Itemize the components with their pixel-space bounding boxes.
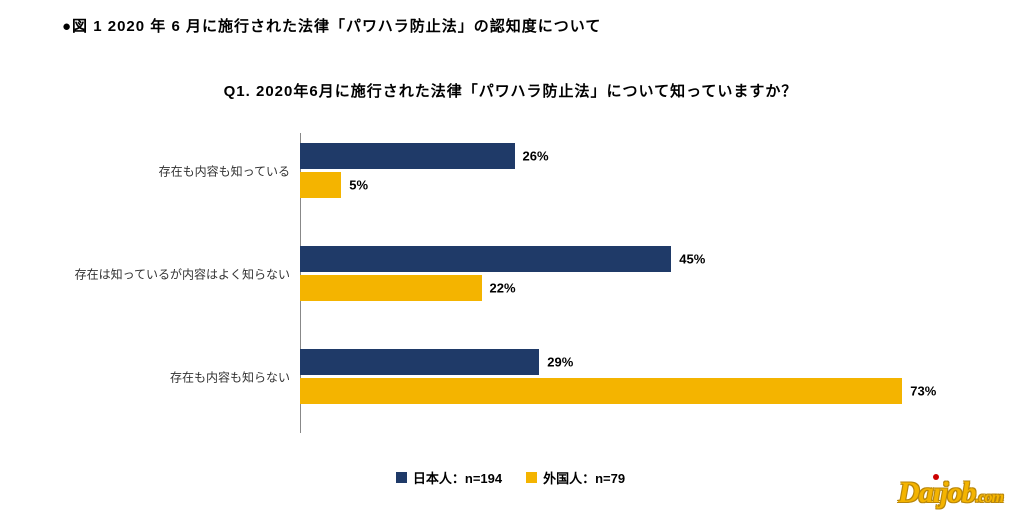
category-group: 存在も内容も知っている26%5%	[300, 143, 960, 198]
bar-value-label: 5%	[349, 178, 368, 193]
figure-title: ●図 1 2020 年 6 月に施行された法律「パワハラ防止法」の認知度について	[62, 15, 601, 36]
bar-value-label: 29%	[547, 355, 573, 370]
bar-value-label: 22%	[490, 281, 516, 296]
category-group: 存在は知っているが内容はよく知らない45%22%	[300, 246, 960, 301]
category-label: 存在も内容も知っている	[30, 162, 290, 179]
category-group: 存在も内容も知らない29%73%	[300, 349, 960, 404]
bar: 5%	[300, 172, 341, 198]
bar: 73%	[300, 378, 902, 404]
bar-value-label: 45%	[679, 252, 705, 267]
legend-swatch	[396, 472, 407, 483]
bar: 26%	[300, 143, 515, 169]
chart-legend: 日本人：n=194 外国人：n=79	[0, 468, 1021, 487]
legend-label: 日本人：n=194	[413, 468, 502, 487]
daijob-watermark: Daıjob.com	[898, 476, 1003, 510]
bar: 29%	[300, 349, 539, 375]
bar-value-label: 73%	[910, 384, 936, 399]
category-label: 存在も内容も知らない	[30, 368, 290, 385]
chart-plot-area: 存在も内容も知っている26%5%存在は知っているが内容はよく知らない45%22%…	[300, 133, 960, 433]
legend-item: 外国人：n=79	[526, 468, 625, 487]
legend-swatch	[526, 472, 537, 483]
legend-label: 外国人：n=79	[543, 468, 625, 487]
bar: 22%	[300, 275, 482, 301]
bar: 45%	[300, 246, 671, 272]
chart-title: Q1. 2020年6月に施行された法律「パワハラ防止法」について知っていますか？	[0, 80, 1021, 101]
bar-value-label: 26%	[523, 149, 549, 164]
category-label: 存在は知っているが内容はよく知らない	[30, 265, 290, 282]
legend-item: 日本人：n=194	[396, 468, 502, 487]
